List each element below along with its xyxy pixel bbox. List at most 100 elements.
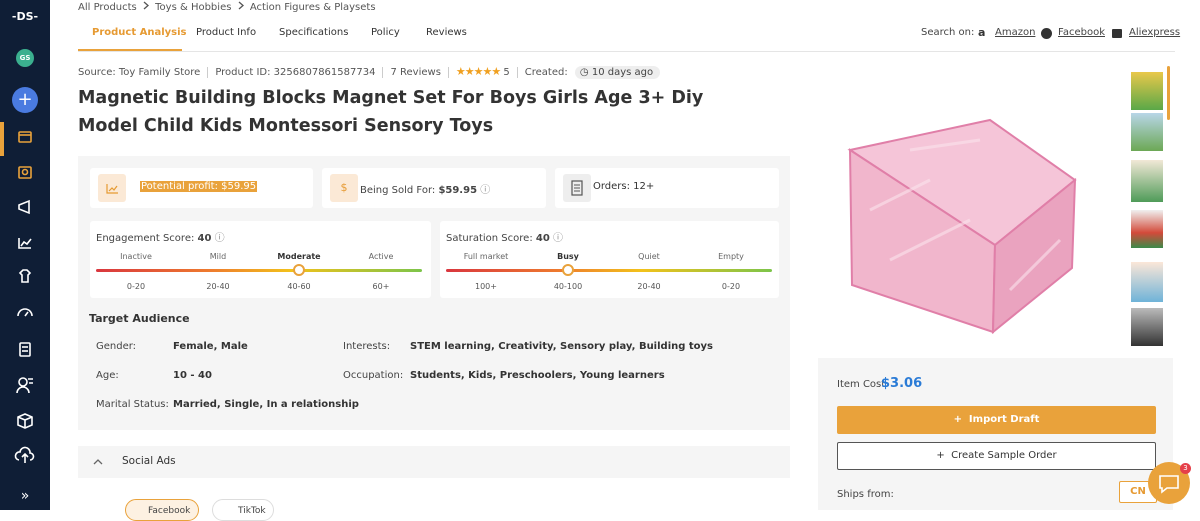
field-label: Occupation: [343, 370, 404, 381]
thumbnail[interactable] [1131, 160, 1163, 202]
sold: Being Sold For: $59.95 ⓘ [360, 181, 490, 196]
field-value: Female, Male [173, 341, 248, 352]
thumbnail[interactable] [1131, 308, 1163, 346]
aliexpress-icon [1112, 29, 1122, 38]
social-ads-panel[interactable]: Social Ads [78, 446, 790, 478]
profit: Potential profit: $59.95 [140, 181, 258, 192]
thumbnail[interactable] [1131, 262, 1163, 302]
engagement-card: Engagement Score: 40 ⓘ Inactive Mild Mod… [90, 221, 431, 298]
range: 0-20 [126, 282, 146, 291]
breadcrumb: All Products Toys & Hobbies Action Figur… [78, 1, 376, 13]
thumbnail[interactable] [1131, 113, 1163, 151]
nav-icons[interactable] [0, 125, 50, 505]
tab[interactable]: Policy [371, 27, 400, 38]
field-value: 10 - 40 [173, 370, 212, 381]
engagement-score: 40 [197, 233, 212, 244]
created: 10 days ago [591, 67, 654, 78]
collapse-icon[interactable] [92, 457, 104, 467]
engagement-heading: Engagement Score: 40 ⓘ [96, 229, 225, 244]
crumb[interactable]: All Products [78, 2, 137, 13]
meta-row: Source: Toy Family Store Product ID: 3256… [78, 65, 661, 80]
thumb-scrollbar [1167, 66, 1170, 120]
tab[interactable]: Product Info [196, 27, 257, 38]
source: Source: Toy Family Store [78, 67, 201, 78]
sold-value: $59.95 [438, 185, 478, 196]
tab[interactable]: Specifications [279, 27, 349, 38]
tab-divider [78, 51, 1175, 52]
field-value: STEM learning, Creativity, Sensory play,… [410, 341, 714, 352]
expand-button[interactable]: » [20, 488, 30, 504]
reviews: 7 Reviews [390, 67, 441, 78]
orders-card: Orders: 12+ [555, 168, 779, 208]
score-marker [293, 264, 305, 276]
orders: Orders: 12+ [593, 181, 655, 192]
field-label: Marital Status: [96, 399, 169, 410]
level: Empty [718, 252, 744, 261]
tab-active[interactable]: Product Analysis [92, 27, 187, 38]
info-icon: ⓘ [214, 233, 225, 244]
product-image [847, 118, 1077, 335]
audience-title: Target Audience [89, 312, 190, 325]
tab-underline [78, 49, 182, 51]
thumbnail[interactable] [1131, 210, 1163, 248]
sidebar: -DS- GS + » [0, 0, 50, 510]
ships-label: Ships from: [837, 489, 894, 500]
range: 0-20 [721, 282, 741, 291]
level: Mild [209, 252, 227, 261]
profit-card: Potential profit: $59.95 [90, 168, 313, 208]
platform-chip[interactable]: Facebook [125, 499, 199, 521]
crumb[interactable]: Toys & Hobbies [155, 2, 232, 13]
product-title: Magnetic Building Blocks Magnet Set For … [78, 88, 704, 136]
search-link[interactable]: Facebook [1058, 27, 1105, 38]
thumbnail[interactable] [1131, 72, 1163, 110]
created-chip: ◷ 10 days ago [574, 66, 661, 79]
dollar-icon: $ [330, 174, 358, 202]
saturation-heading: Saturation Score: 40 ⓘ [446, 229, 563, 244]
search-link[interactable]: Aliexpress [1129, 27, 1181, 38]
import-label: Import Draft [968, 414, 1040, 425]
search-label: Search on: [921, 27, 975, 38]
active-indicator [0, 122, 4, 156]
range: 20-40 [206, 282, 230, 291]
cost: $3.06 [881, 376, 923, 391]
sold-card: $ Being Sold For: $59.95 ⓘ [322, 168, 546, 208]
logo: -DS- [11, 10, 39, 23]
profit-icon [98, 174, 126, 202]
sample-label: Create Sample Order [951, 450, 1057, 461]
analysis-panel: Potential profit: $59.95 $ Being Sold Fo… [78, 156, 790, 430]
level: Active [368, 252, 394, 261]
range: 40-100 [553, 282, 583, 291]
sample-button[interactable]: + Create Sample Order [837, 442, 1156, 470]
saturation-label: Saturation Score: [446, 233, 533, 244]
level: Full market [463, 252, 509, 261]
chat-badge: 3 [1180, 463, 1191, 474]
import-button[interactable]: + Import Draft [837, 406, 1156, 434]
saturation-card: Saturation Score: 40 ⓘ Full market Busy … [440, 221, 779, 298]
platform-chip[interactable]: TikTok [212, 499, 274, 521]
created-label: Created: [524, 67, 568, 78]
range: 60+ [372, 282, 390, 291]
cost-label: Item Cost [837, 379, 886, 390]
tab[interactable]: Reviews [426, 27, 467, 38]
crumb[interactable]: Action Figures & Playsets [249, 2, 376, 13]
range: 100+ [475, 282, 497, 291]
saturation-score: 40 [535, 233, 550, 244]
rating: 5 [503, 67, 510, 78]
range: 20-40 [637, 282, 661, 291]
search-link[interactable]: Amazon [995, 27, 1036, 38]
ships-select[interactable]: CN [1119, 481, 1157, 503]
score-bar [96, 269, 422, 272]
engagement-label: Engagement Score: [96, 233, 195, 244]
amazon-icon: a [978, 26, 986, 39]
product-id: Product ID: 3256807861587734 [215, 67, 376, 78]
field-label: Interests: [343, 341, 391, 352]
facebook-icon [1041, 28, 1052, 39]
field-label: Gender: [96, 341, 137, 352]
social-ads-title: Social Ads [122, 455, 176, 467]
level: Inactive [120, 252, 152, 261]
info-icon: ⓘ [552, 233, 563, 244]
avatar[interactable]: GS [16, 49, 34, 67]
add-button[interactable]: + [12, 87, 38, 113]
sold-label: Being Sold For: [360, 185, 436, 196]
